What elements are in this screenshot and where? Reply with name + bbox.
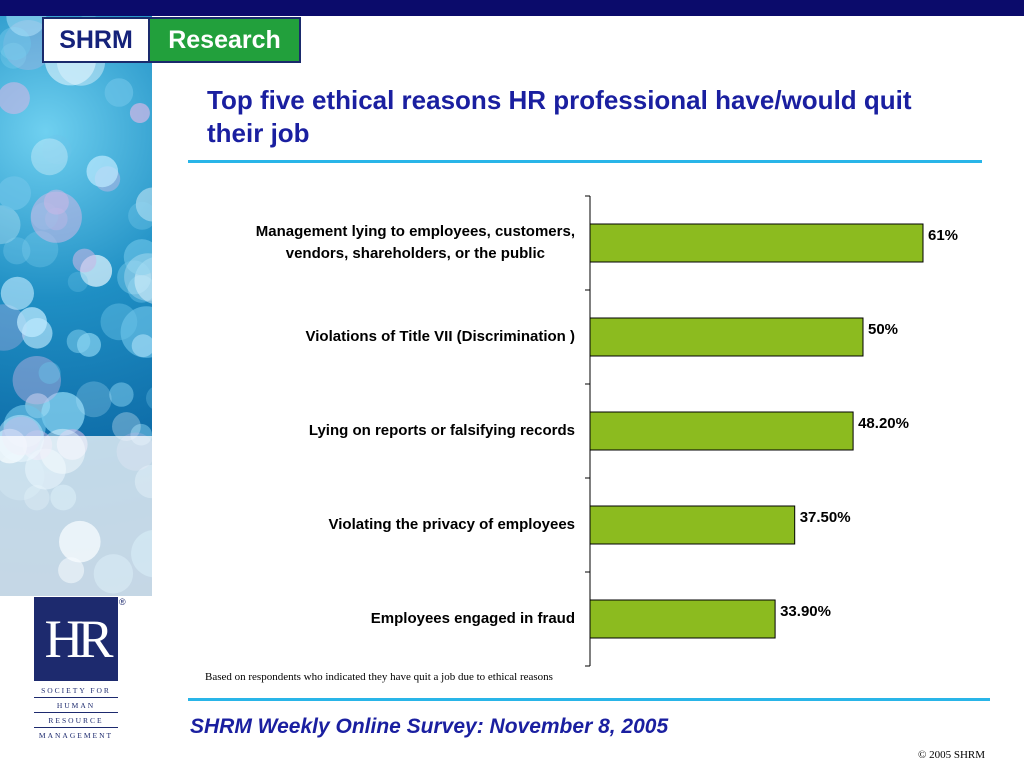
page-title: Top five ethical reasons HR professional… [207,85,912,148]
bar-value-label: 37.50% [800,509,851,526]
footer-divider [188,698,990,701]
logo-research-text: Research [150,19,299,61]
society-name: SOCIETY FOR HUMAN RESOURCE MANAGEMENT [34,683,118,742]
bar [589,411,854,451]
category-label-line: vendors, shareholders, or the public [285,245,545,262]
category-label: Violations of Title VII (Discrimination … [306,326,575,348]
hr-society-logo-mark: HR [34,597,118,681]
bar [589,317,864,357]
society-line: SOCIETY FOR [34,683,118,698]
society-line: HUMAN [34,698,118,713]
survey-footer: SHRM Weekly Online Survey: November 8, 2… [190,715,669,738]
category-label: Management lying to employees, customers… [256,221,575,265]
category-label: Lying on reports or falsifying records [309,420,575,442]
category-label-line: Violating the privacy of employees [328,516,575,533]
bar [589,599,776,639]
title-divider [188,160,982,163]
society-line: RESOURCE [34,713,118,728]
category-label: Employees engaged in fraud [371,608,575,630]
chart-footnote: Based on respondents who indicated they … [205,671,553,683]
bar-value-label: 48.20% [858,415,909,432]
decorative-bokeh-panel [0,16,152,596]
society-line: MANAGEMENT [38,731,114,740]
category-label-line: Violations of Title VII (Discrimination … [305,328,575,345]
logo-shrm-text: SHRM [44,19,150,61]
category-label-line: Lying on reports or falsifying records [308,422,575,439]
shrm-research-logo: SHRM Research [42,17,301,63]
bar-value-label: 50% [868,321,898,338]
category-label-line: Management lying to employees, customers… [255,223,575,240]
bar [589,505,796,545]
bar-value-label: 33.90% [780,603,831,620]
category-label: Violating the privacy of employees [329,514,575,536]
top-bar [0,0,1024,16]
registered-mark: ® [119,597,126,607]
bar-value-label: 61% [928,227,958,244]
category-label-line: Employees engaged in fraud [370,610,575,627]
bar [589,223,924,263]
copyright-text: © 2005 SHRM [918,749,986,761]
